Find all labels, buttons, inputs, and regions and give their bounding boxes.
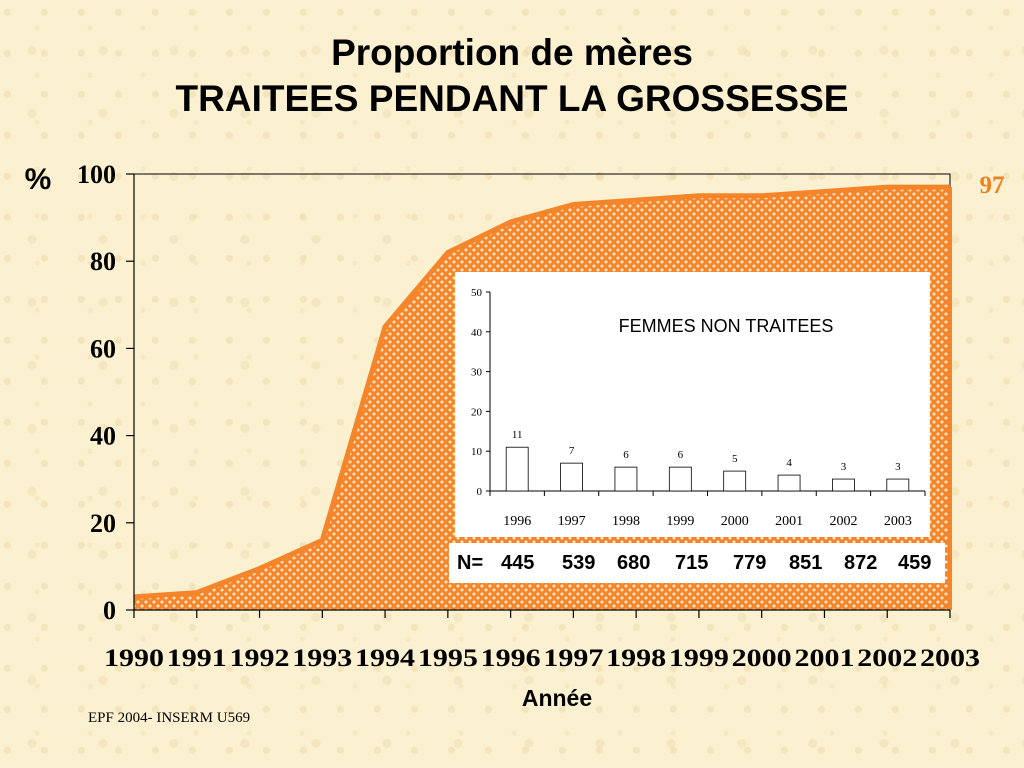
y-tick-label: 80 <box>90 247 116 276</box>
inset-bar-value-label: 7 <box>569 445 575 457</box>
x-tick-label: 2002 <box>857 645 917 672</box>
n-value-1998: 680 <box>617 552 651 574</box>
inset-x-tick-label: 1996 <box>503 514 531 529</box>
n-value-2003: 459 <box>898 552 932 574</box>
inset-bar-value-label: 5 <box>732 453 738 465</box>
x-tick-label: 1996 <box>481 645 541 672</box>
inset-y-tick-label: 0 <box>477 486 483 498</box>
inset-bar-value-label: 3 <box>895 461 901 473</box>
y-tick-label: 20 <box>90 509 116 538</box>
inset-y-tick-label: 10 <box>471 446 483 458</box>
inset-bar-value-label: 11 <box>512 429 523 441</box>
area-series-line <box>133 184 950 600</box>
title-line-2: TRAITEES PENDANT LA GROSSESSE <box>175 78 849 119</box>
n-count-row: N= 445 539 680 715 779 851 872 459 <box>449 543 945 583</box>
inset-x-tick-label: 1997 <box>558 514 586 529</box>
y-tick-label: 100 <box>77 160 116 189</box>
inset-x-tick-label: 2001 <box>775 514 803 529</box>
inset-bar <box>777 474 801 492</box>
inset-bar-chart: 0 10 20 30 40 50 11 1996 7 1997 6 1998 6 1999 5 2000 4 20… <box>471 287 926 529</box>
inset-chart-panel: 0 10 20 30 40 50 11 1996 7 1997 6 1998 6 1999 5 2000 4 20… <box>455 272 930 537</box>
x-axis-label: Année <box>522 685 592 711</box>
inset-bar <box>505 446 529 492</box>
n-value-2001: 851 <box>789 552 823 574</box>
inset-y-tick-label: 30 <box>471 367 483 379</box>
inset-x-tick-label: 2002 <box>829 514 857 529</box>
inset-title: FEMMES NON TRAITEES <box>619 316 834 336</box>
inset-bar <box>832 478 855 492</box>
y-tick-label: 0 <box>103 596 116 625</box>
inset-x-tick-label: 1999 <box>666 514 694 529</box>
title-line-1: Proportion de mères <box>331 32 693 73</box>
inset-bar-value-label: 6 <box>623 449 629 461</box>
footer-credit: EPF 2004- INSERM U569 <box>88 710 251 726</box>
x-tick-label: 2003 <box>920 645 980 672</box>
inset-bar-value-label: 4 <box>786 457 792 469</box>
n-value-1996: 445 <box>501 552 535 574</box>
x-tick-label: 1991 <box>167 645 227 672</box>
x-tick-label: 1992 <box>230 645 290 672</box>
n-value-2002: 872 <box>844 552 878 574</box>
inset-bar <box>668 466 692 492</box>
y-axis-label: % <box>25 163 52 196</box>
n-value-1999: 715 <box>675 552 709 574</box>
x-tick-label: 1995 <box>418 645 478 672</box>
inset-bar-value-label: 3 <box>841 461 847 473</box>
inset-y-tick-label: 20 <box>471 406 483 418</box>
slide-title: Proportion de mères TRAITEES PENDANT LA … <box>0 30 1024 122</box>
inset-bar <box>614 466 638 492</box>
n-value-1997: 539 <box>562 552 596 574</box>
inset-x-tick-label: 2000 <box>721 514 749 529</box>
inset-bar <box>560 462 583 492</box>
n-value-2000: 779 <box>733 552 767 574</box>
y-tick-label: 40 <box>90 422 116 451</box>
x-tick-label: 2000 <box>732 645 792 672</box>
y-tick-label: 60 <box>90 334 116 363</box>
x-tick-label: 1994 <box>355 645 416 672</box>
end-value-label: 97 <box>980 172 1005 199</box>
x-tick-label: 1998 <box>606 645 666 672</box>
x-tick-label: 1997 <box>543 645 603 672</box>
inset-y-tick-label: 50 <box>471 287 483 299</box>
x-tick-label: 1993 <box>292 645 352 672</box>
inset-x-tick-label: 1998 <box>612 514 640 529</box>
inset-bar <box>723 470 747 492</box>
x-tick-label: 2001 <box>794 645 854 672</box>
inset-bar-value-label: 6 <box>678 449 684 461</box>
x-tick-label: 1990 <box>104 645 164 672</box>
inset-y-tick-label: 40 <box>471 327 483 339</box>
x-tick-label: 1999 <box>669 645 729 672</box>
inset-bar <box>886 478 910 492</box>
n-label: N= <box>457 552 484 574</box>
inset-x-tick-label: 2003 <box>884 514 912 529</box>
